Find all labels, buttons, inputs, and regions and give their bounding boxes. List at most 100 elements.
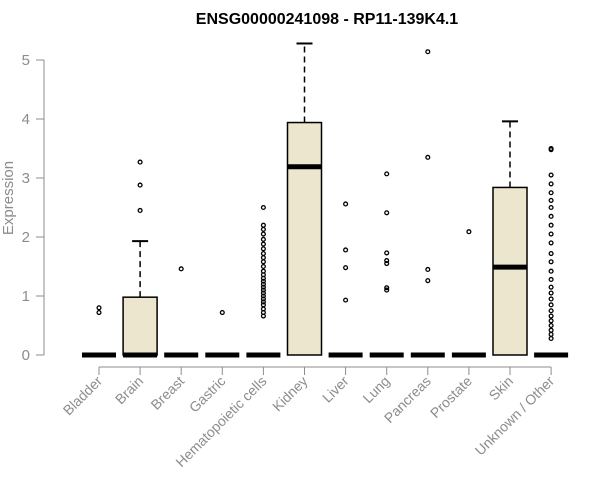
outlier-point [260,226,266,232]
outlier-point [260,259,266,265]
outlier-point [260,241,266,247]
y-tick-label: 1 [22,288,30,305]
y-tick-label: 0 [22,347,30,364]
outlier-point [260,204,266,211]
outlier-point [548,322,554,329]
outlier-point [137,159,143,165]
box-kidney [286,42,323,356]
y-tick-label: 2 [22,229,30,246]
x-tick-label: Kidney [269,373,311,415]
outlier-point [548,318,554,324]
outlier-point [384,260,390,267]
outlier-point [260,236,266,242]
box-brain [122,159,158,358]
box-body [286,121,323,356]
box-bladder [82,305,116,358]
y-tick-label: 5 [22,52,30,69]
outlier-point [548,240,554,246]
outlier-point [260,255,266,261]
box-hematopoietic-cells [246,204,281,358]
outlier-point [548,290,554,296]
outlier-point [425,49,431,55]
outlier-point [343,265,349,271]
outlier-point [384,171,390,177]
y-axis-label: Expression [0,161,17,235]
outlier-point [466,229,472,235]
x-tick-label: Brain [112,373,146,407]
box-breast [164,266,199,358]
outlier-point [548,313,554,319]
outlier-point [260,263,266,270]
outlier-point [384,287,390,293]
outlier-point [260,296,266,302]
chart-title: ENSG00000241098 - RP11-139K4.1 [196,11,459,28]
outlier-point [384,258,390,264]
outlier-point [260,278,266,284]
x-tick-label: Liver [319,373,352,406]
outlier-point [548,296,554,302]
box-series [82,42,569,358]
outlier-point [425,154,431,160]
outlier-point [548,259,554,265]
outlier-point [260,222,266,228]
outlier-point [137,182,143,188]
outlier-point [260,284,266,290]
outlier-point [548,213,554,219]
box-gastric [205,309,240,358]
y-axis: 0 1 2 3 4 5 [22,52,45,364]
outlier-point [548,335,554,342]
outlier-point [96,305,102,311]
outlier-point [343,297,349,303]
box-liver [328,201,363,358]
outlier-point [260,306,266,312]
outlier-point [260,290,266,296]
outlier-point [548,181,554,187]
outlier-point [260,268,266,274]
outlier-point [548,308,554,314]
outlier-point [260,231,266,237]
outlier-point [260,302,266,308]
outlier-point [548,197,554,203]
outlier-point [548,284,554,290]
outlier-point [548,268,554,274]
box-skin [492,120,528,356]
outlier-point [260,299,266,305]
outlier-point [384,210,390,216]
x-tick-label: Skin [486,373,517,404]
outlier-point [260,287,266,293]
box-body [492,186,528,356]
outlier-point [548,331,554,337]
box-unknown-other [534,145,569,358]
outlier-point [343,201,349,207]
box-pancreas [410,49,445,358]
box-prostate [451,229,486,358]
x-tick-label: Lung [359,373,392,406]
outlier-point [548,190,554,196]
outlier-point [260,250,266,257]
box-lung [369,171,404,358]
outlier-point [548,145,554,152]
outlier-point [384,250,390,256]
x-tick-label: Breast [147,373,187,413]
y-tick-label: 4 [22,111,30,128]
outlier-point [548,172,554,178]
outlier-point [219,309,225,316]
outlier-point [548,327,554,333]
x-tick-label: Prostate [427,373,475,421]
y-tick-label: 3 [22,170,30,187]
outlier-point [548,250,554,257]
outlier-point [260,246,266,252]
box-body [122,296,158,356]
outlier-point [178,266,184,272]
outlier-point [548,204,554,211]
outlier-point [384,285,390,291]
outlier-point [260,293,266,299]
outlier-point [548,276,554,283]
outlier-point [425,266,431,273]
x-tick-label: Bladder [60,373,106,419]
outlier-point [548,231,554,237]
outlier-point [96,309,102,316]
outlier-point [137,207,143,214]
